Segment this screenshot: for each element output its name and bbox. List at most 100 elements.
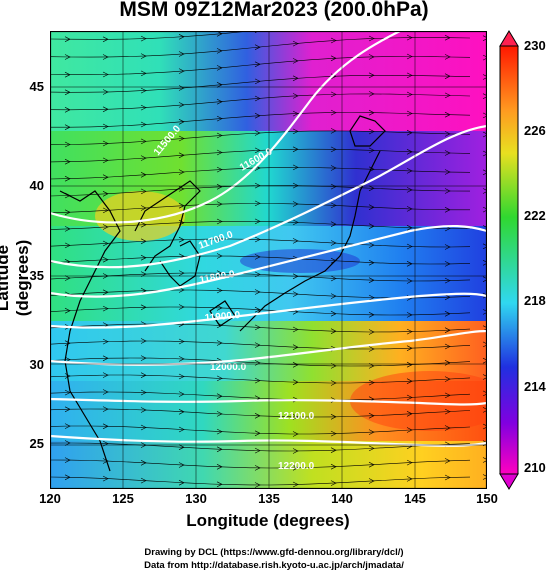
x-tick-label: 145 (404, 491, 426, 506)
wind-arrowhead (64, 474, 71, 481)
wind-arrowhead (140, 205, 147, 211)
wind-arrowhead (254, 95, 261, 102)
wind-arrowhead (140, 155, 147, 161)
wind-arrowhead (368, 312, 375, 318)
x-tick-label: 130 (185, 491, 207, 506)
wind-arrowhead (102, 440, 109, 447)
wind-arrowhead (292, 164, 299, 171)
wind-arrowhead (102, 256, 109, 263)
wind-arrowhead (482, 131, 487, 138)
wind-arrowhead (368, 346, 375, 352)
wind-arrowhead (254, 482, 261, 488)
wind-arrowhead (292, 93, 299, 99)
colorbar-max-arrow (499, 30, 519, 47)
wind-arrowhead (178, 338, 185, 345)
colorbar-tick: 222 (524, 208, 546, 223)
wind-arrowhead (140, 70, 147, 77)
wind-arrowhead (216, 305, 223, 311)
wind-arrowhead (140, 287, 147, 294)
wind-arrowhead (444, 327, 451, 333)
wind-arrowhead (292, 40, 299, 47)
wind-arrowhead (406, 91, 413, 98)
wind-arrowhead (216, 375, 223, 382)
wind-arrowhead (444, 261, 451, 267)
wind-arrowhead (216, 287, 223, 294)
wind-arrowhead (216, 428, 223, 435)
y-tick-label: 45 (29, 79, 44, 94)
map-plot-area: 11500.0 11600.0 11700.0 11800.0 11900.0 … (50, 31, 487, 489)
wind-arrowhead (102, 54, 109, 60)
wind-arrowhead (482, 74, 487, 80)
colorbar-tick: 210 (524, 460, 546, 475)
wind-arrowhead (444, 131, 451, 137)
wind-arrowhead (482, 112, 487, 119)
wind-arrowhead (64, 124, 71, 130)
wind-arrowhead (406, 34, 413, 41)
wind-arrowhead (254, 377, 261, 384)
wind-arrowhead (368, 91, 375, 97)
wind-arrowhead (102, 475, 109, 482)
wind-arrowhead (140, 407, 147, 413)
wind-arrowhead (368, 35, 375, 42)
wind-arrowhead (292, 201, 299, 207)
wind-arrowhead (406, 110, 413, 117)
wind-arrowhead (102, 458, 109, 464)
wind-arrowhead (368, 412, 375, 419)
wind-arrowhead (406, 72, 413, 79)
wind-arrowhead (140, 87, 147, 94)
wind-arrowhead (406, 394, 413, 401)
wind-arrowhead (178, 373, 185, 380)
wind-arrowhead (368, 329, 375, 335)
wind-arrowhead (482, 474, 487, 480)
streamline (50, 31, 253, 40)
wind-arrowhead (368, 461, 375, 468)
wind-arrowhead (406, 476, 413, 482)
x-tick-label: 150 (476, 491, 498, 506)
wind-arrowhead (444, 474, 451, 481)
wind-arrowhead (406, 411, 413, 417)
wind-arrowhead (178, 51, 185, 57)
wind-arrowhead (444, 150, 451, 156)
wind-arrowhead (368, 147, 375, 154)
wind-arrowhead (368, 379, 375, 386)
wind-arrowhead (292, 465, 299, 471)
wind-arrowhead (292, 344, 299, 350)
wind-arrowhead (216, 166, 223, 173)
contour-label: 12100.0 (278, 411, 315, 422)
wind-arrowhead (254, 130, 261, 136)
wind-arrowhead (254, 306, 261, 313)
wind-arrowhead (368, 223, 375, 229)
wind-arrowhead (254, 413, 261, 419)
colorbar-tick: 230 (524, 38, 546, 53)
wind-arrowhead (216, 201, 223, 207)
wind-arrowhead (406, 345, 413, 351)
wind-arrowhead (406, 53, 413, 60)
wind-arrowhead (140, 172, 147, 178)
wind-arrowhead (292, 238, 299, 244)
wind-arrowhead (330, 328, 337, 334)
wind-arrowhead (330, 430, 337, 437)
colorbar-tick: 226 (524, 123, 546, 138)
wind-arrowhead (444, 408, 451, 415)
wind-arrowhead (102, 89, 109, 95)
wind-arrowhead (178, 287, 185, 293)
wind-arrowhead (292, 58, 299, 64)
wind-arrowhead (482, 423, 487, 430)
colorbar-scale (499, 45, 519, 475)
wind-arrowhead (406, 206, 413, 212)
wind-arrowhead (444, 360, 451, 366)
wind-arrowhead (102, 157, 109, 164)
wind-arrowhead (102, 372, 109, 378)
wind-arrowhead (140, 304, 147, 311)
wind-arrowhead (444, 111, 451, 118)
wind-arrowhead (330, 91, 337, 98)
wind-arrowhead (102, 123, 109, 130)
wind-arrowhead (140, 188, 147, 195)
wind-arrowhead (216, 65, 223, 71)
wind-arrowhead (444, 244, 451, 250)
wind-arrowhead (216, 149, 223, 156)
wind-arrowhead (254, 218, 261, 225)
wind-arrowhead (482, 357, 487, 364)
wind-arrowhead (368, 54, 375, 60)
wind-arrowhead (140, 460, 147, 466)
